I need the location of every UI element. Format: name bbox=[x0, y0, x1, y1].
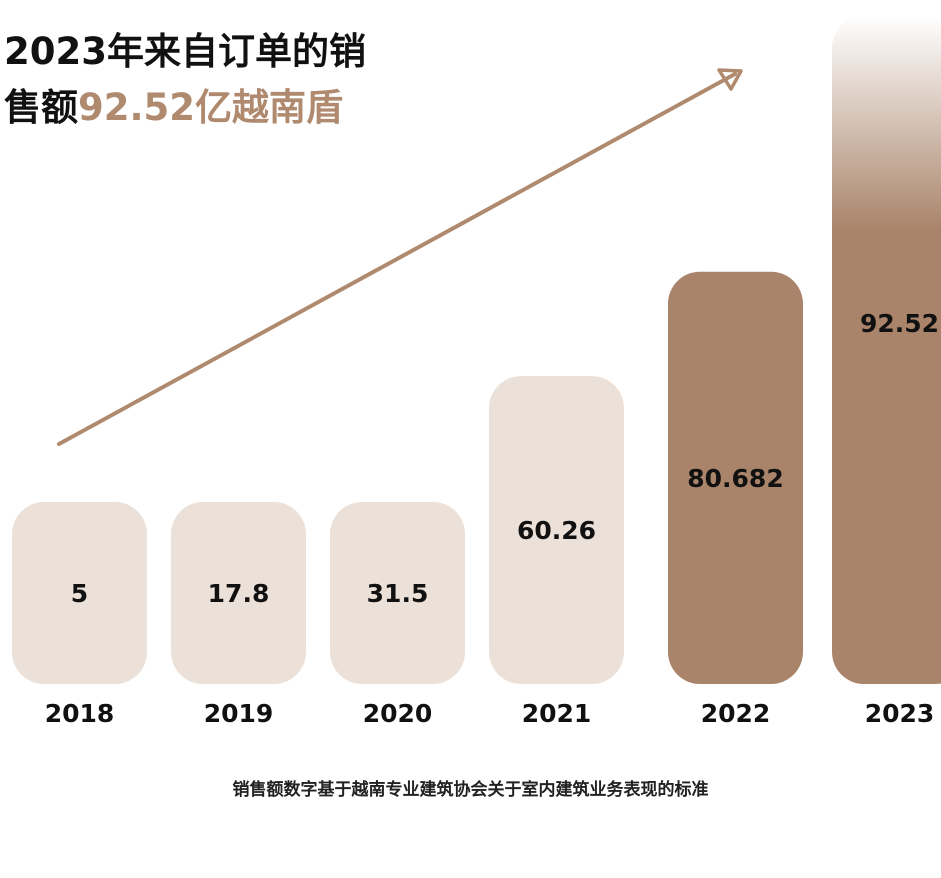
chart-title: 2023年来自订单的销 售额92.52亿越南盾 bbox=[4, 24, 366, 136]
bar-2020 bbox=[330, 502, 465, 684]
bar-2021 bbox=[489, 376, 624, 684]
bar-2018 bbox=[12, 502, 147, 684]
bar-value-label-2018: 5 bbox=[71, 579, 88, 608]
title-highlight-amount: 92.52亿越南盾 bbox=[78, 86, 344, 129]
bar-2023 bbox=[832, 16, 941, 684]
x-tick-label-2018: 2018 bbox=[45, 699, 115, 728]
x-tick-label-2023: 2023 bbox=[865, 699, 935, 728]
bar-value-label-2023: 92.52 bbox=[860, 309, 939, 338]
x-tick-label-2021: 2021 bbox=[522, 699, 592, 728]
x-tick-label-2019: 2019 bbox=[204, 699, 274, 728]
x-tick-label-2022: 2022 bbox=[701, 699, 771, 728]
footnote: 销售额数字基于越南专业建筑协会关于室内建筑业务表现的标准 bbox=[232, 780, 709, 800]
bar-value-label-2021: 60.26 bbox=[517, 516, 596, 545]
bar-value-label-2020: 31.5 bbox=[367, 579, 429, 608]
bar-value-label-2019: 17.8 bbox=[208, 579, 270, 608]
title-line-1: 2023年来自订单的销 bbox=[4, 30, 366, 73]
title-line-2-prefix: 售额 bbox=[4, 86, 78, 129]
trend-arrow bbox=[57, 68, 743, 446]
bar-2019 bbox=[171, 502, 306, 684]
bar-chart: 5 2018 17.8 2019 31.5 2020 60.26 2021 80.682 2022… bbox=[12, 16, 941, 728]
bar-2022 bbox=[668, 271, 803, 684]
bar-value-label-2022: 80.682 bbox=[687, 464, 783, 493]
x-tick-label-2020: 2020 bbox=[363, 699, 433, 728]
